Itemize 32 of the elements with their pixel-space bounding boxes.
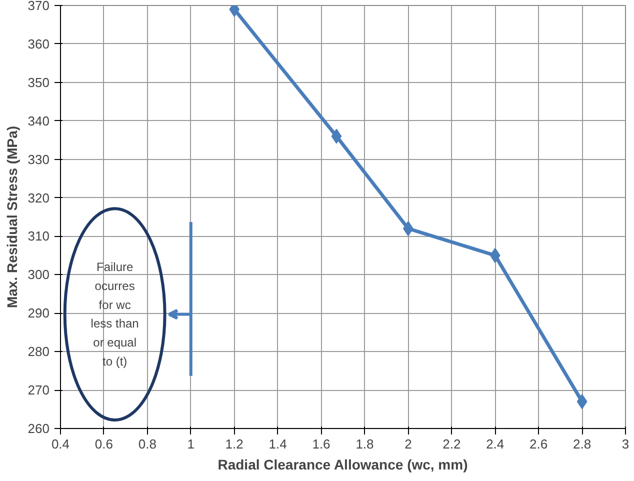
annotation: Failure ocurres for wc less than or equal to (t) — [90, 260, 139, 369]
x-tick-label: 2.4 — [486, 436, 504, 452]
x-tick-label: 1.4 — [268, 436, 287, 452]
x-tick-label: 1.6 — [312, 436, 330, 452]
y-axis-title: Max. Residual Stress (MPa) — [4, 126, 20, 308]
y-tick-label: 370 — [28, 0, 50, 13]
x-tick-label: 0.4 — [51, 436, 70, 452]
y-tick-label: 300 — [28, 267, 50, 282]
x-axis-title: Radial Clearance Allowance (wc, mm) — [218, 456, 468, 472]
y-tick-label: 330 — [28, 152, 50, 167]
x-tick-label: 0.6 — [94, 436, 114, 452]
x-tick-label: 2 — [404, 436, 412, 452]
y-tick-label: 360 — [28, 36, 50, 52]
y-tick-label: 280 — [28, 344, 50, 360]
point — [331, 128, 342, 144]
x-tick-label: 3 — [622, 436, 630, 452]
x-tick-label: 1 — [187, 436, 195, 452]
x-tick-label: 1.8 — [356, 436, 374, 452]
x-tick-label: 2.6 — [530, 436, 548, 452]
x-tick-label: 1.2 — [225, 436, 244, 452]
y-tick-label: 260 — [28, 421, 50, 436]
y-tick-label: 290 — [28, 306, 50, 321]
y-tick-label: 320 — [28, 190, 50, 206]
x-tick-label: 0.8 — [138, 436, 156, 452]
y-tick-label: 340 — [28, 113, 50, 128]
x-tick-label: 2.8 — [573, 436, 592, 452]
y-tick-label: 270 — [28, 382, 50, 398]
y-tick-label: 310 — [28, 228, 50, 244]
x-tick-label: 2.2 — [442, 436, 461, 452]
y-tick-label: 350 — [28, 74, 50, 90]
point — [490, 248, 500, 263]
point — [576, 394, 588, 410]
